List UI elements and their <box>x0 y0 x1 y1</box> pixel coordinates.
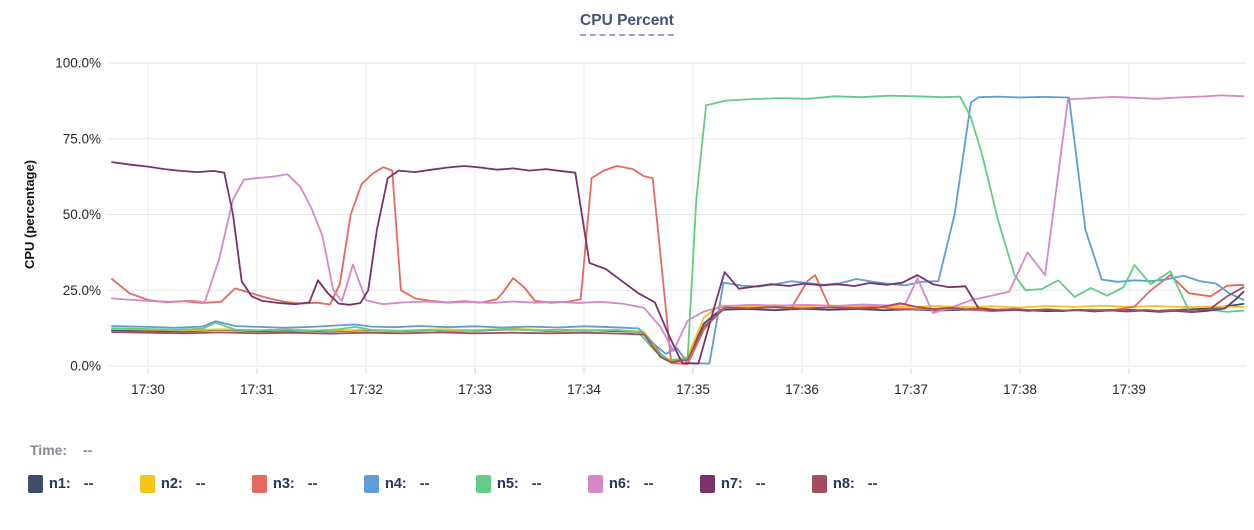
legend-swatch-n6 <box>588 475 603 493</box>
legend-item-n3[interactable]: n3: -- <box>252 475 364 493</box>
y-tick-label: 25.0% <box>63 283 101 298</box>
legend-label: n8: <box>833 476 855 492</box>
y-tick-label: 100.0% <box>55 56 101 71</box>
chart-title[interactable]: CPU Percent <box>580 12 674 36</box>
x-tick-label: 17:35 <box>676 382 710 397</box>
series-line-n8[interactable] <box>111 286 1245 364</box>
x-tick-label: 17:32 <box>349 382 383 397</box>
y-axis-title: CPU (percentage) <box>22 160 37 269</box>
legend-swatch-n8 <box>812 475 827 493</box>
time-readout: Time: -- <box>30 442 1254 458</box>
legend-value: -- <box>195 476 206 492</box>
series-line-n5[interactable] <box>111 94 1245 361</box>
x-tick-label: 17:33 <box>458 382 492 397</box>
legend-swatch-n1 <box>28 475 43 493</box>
legend: n1: -- n2: -- n3: -- n4: -- n5: -- n6: -- n7: -- n8: -- <box>28 475 1254 493</box>
legend-swatch-n4 <box>364 475 379 493</box>
legend-item-n1[interactable]: n1: -- <box>28 475 140 493</box>
legend-label: n3: <box>273 476 295 492</box>
x-tick-label: 17:30 <box>131 382 165 397</box>
legend-value: -- <box>307 476 318 492</box>
legend-value: -- <box>867 476 878 492</box>
legend-value: -- <box>755 476 766 492</box>
series-line-n4[interactable] <box>111 95 1245 365</box>
legend-item-n4[interactable]: n4: -- <box>364 475 476 493</box>
legend-item-n2[interactable]: n2: -- <box>140 475 252 493</box>
legend-item-n6[interactable]: n6: -- <box>588 475 700 493</box>
y-tick-label: 0.0% <box>70 359 101 374</box>
x-tick-label: 17:31 <box>240 382 274 397</box>
legend-item-n5[interactable]: n5: -- <box>476 475 588 493</box>
y-tick-label: 75.0% <box>63 131 101 146</box>
legend-swatch-n3 <box>252 475 267 493</box>
series-line-n2[interactable] <box>111 304 1245 362</box>
legend-swatch-n5 <box>476 475 491 493</box>
legend-label: n4: <box>385 476 407 492</box>
series-line-n3[interactable] <box>111 165 1245 366</box>
legend-label: n5: <box>497 476 519 492</box>
legend-item-n8[interactable]: n8: -- <box>812 475 924 493</box>
legend-value: -- <box>643 476 654 492</box>
legend-value: -- <box>83 476 94 492</box>
x-tick-label: 17:38 <box>1003 382 1037 397</box>
time-label: Time: <box>30 442 68 458</box>
legend-label: n2: <box>161 476 183 492</box>
title-row: CPU Percent <box>0 0 1254 40</box>
legend-label: n1: <box>49 476 71 492</box>
legend-value: -- <box>531 476 542 492</box>
x-tick-label: 17:36 <box>785 382 819 397</box>
series-line-n6[interactable] <box>111 94 1245 352</box>
x-tick-label: 17:37 <box>894 382 928 397</box>
cpu-percent-chart: 0.0% 25.0% 50.0% 75.0% 100.0% 17:30 17:31 17:32… <box>22 56 1246 397</box>
legend-swatch-n7 <box>700 475 715 493</box>
x-tick-label: 17:39 <box>1112 382 1146 397</box>
legend-item-n7[interactable]: n7: -- <box>700 475 812 493</box>
legend-label: n6: <box>609 476 631 492</box>
legend-value: -- <box>419 476 430 492</box>
x-tick-label: 17:34 <box>567 382 601 397</box>
time-value: -- <box>83 442 93 458</box>
y-tick-label: 50.0% <box>63 207 101 222</box>
legend-swatch-n2 <box>140 475 155 493</box>
legend-label: n7: <box>721 476 743 492</box>
